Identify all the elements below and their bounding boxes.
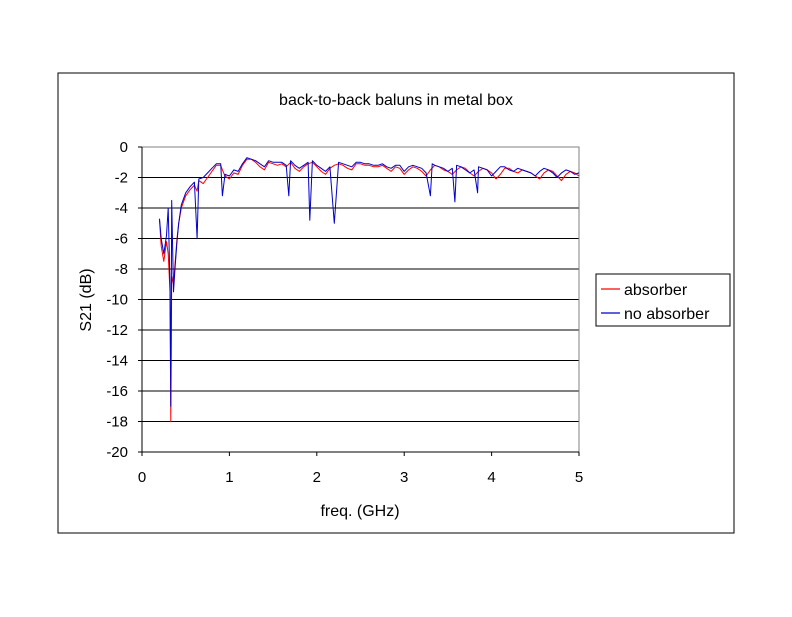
y-tick-label: -2: [115, 170, 128, 187]
legend-label-absorber: absorber: [624, 282, 688, 299]
x-tick-labels: 0 1 2 3 4 5: [138, 451, 583, 486]
legend: absorber no absorber: [595, 273, 731, 327]
x-tick-label: 0: [138, 469, 146, 486]
y-tick-label: -12: [106, 322, 128, 339]
y-tick-label: -8: [115, 261, 128, 278]
x-axis-label: freq. (GHz): [320, 503, 399, 520]
x-tick-label: 3: [400, 469, 408, 486]
y-tick-label: -4: [115, 200, 128, 217]
x-tick-label: 4: [487, 469, 495, 486]
series-line-absorber: [159, 158, 580, 422]
y-tick-labels: 0 -2 -4 -6 -8 -10 -12 -14 -16 -18 -20: [106, 139, 143, 461]
series-lines: [159, 157, 580, 422]
y-tick-label: -14: [106, 353, 128, 370]
legend-label-no-absorber: no absorber: [624, 306, 710, 323]
y-tick-label: -16: [106, 383, 128, 400]
y-tick-label: 0: [120, 139, 128, 156]
y-tick-label: -6: [115, 231, 128, 248]
x-tick-label: 2: [313, 469, 321, 486]
legend-box: [595, 273, 731, 327]
x-tick-label: 5: [575, 469, 583, 486]
series-line-no-absorber: [159, 157, 580, 407]
x-tick-label: 1: [225, 469, 233, 486]
chart-title: back-to-back baluns in metal box: [279, 92, 513, 109]
y-tick-label: -18: [106, 414, 128, 431]
y-tick-label: -10: [106, 292, 128, 309]
y-tick-label: -20: [106, 444, 128, 461]
y-axis-label: S21 (dB): [78, 268, 95, 331]
